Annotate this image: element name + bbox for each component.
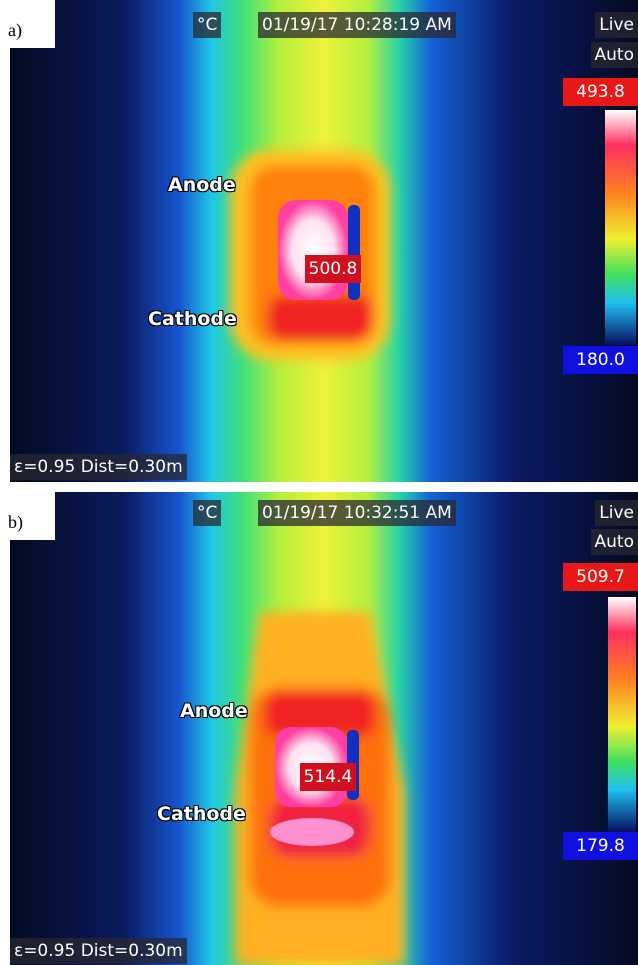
thermal-image: [10, 0, 638, 482]
panel-label: a): [0, 0, 55, 48]
max-temp: 493.8: [563, 78, 638, 106]
thermal-panel: a) °C 01/19/17 10:28:19 AM Live Auto 493…: [0, 0, 638, 482]
mode: Live: [595, 500, 638, 526]
timestamp: 01/19/17 10:32:51 AM: [258, 500, 456, 526]
params: ε=0.95 Dist=0.30m: [10, 454, 187, 480]
label-text: a): [8, 20, 22, 41]
panel-label: b): [0, 492, 55, 540]
range-mode: Auto: [591, 42, 638, 68]
unit: °C: [193, 12, 221, 38]
range-mode: Auto: [591, 529, 638, 555]
min-temp: 180.0: [563, 346, 638, 374]
thermal-panel: b) °C 01/19/17 10:32:51 AM Live Auto 509…: [0, 492, 638, 965]
anode-label: Anode: [168, 174, 236, 196]
label-text: b): [8, 512, 23, 533]
timestamp: 01/19/17 10:28:19 AM: [258, 12, 456, 38]
thermal-image: [10, 492, 638, 965]
page: {"panels": [ {"label": "a)", "unit": "°C…: [0, 0, 638, 965]
spot-temp: 500.8: [305, 255, 361, 283]
cathode-label: Cathode: [148, 308, 237, 330]
anode-label: Anode: [180, 700, 248, 722]
unit: °C: [193, 500, 221, 526]
spot-temp: 514.4: [300, 763, 356, 791]
max-temp: 509.7: [563, 563, 638, 591]
min-temp: 179.8: [563, 832, 638, 860]
cathode-label: Cathode: [157, 803, 246, 825]
params: ε=0.95 Dist=0.30m: [10, 938, 187, 964]
mode: Live: [595, 12, 638, 38]
